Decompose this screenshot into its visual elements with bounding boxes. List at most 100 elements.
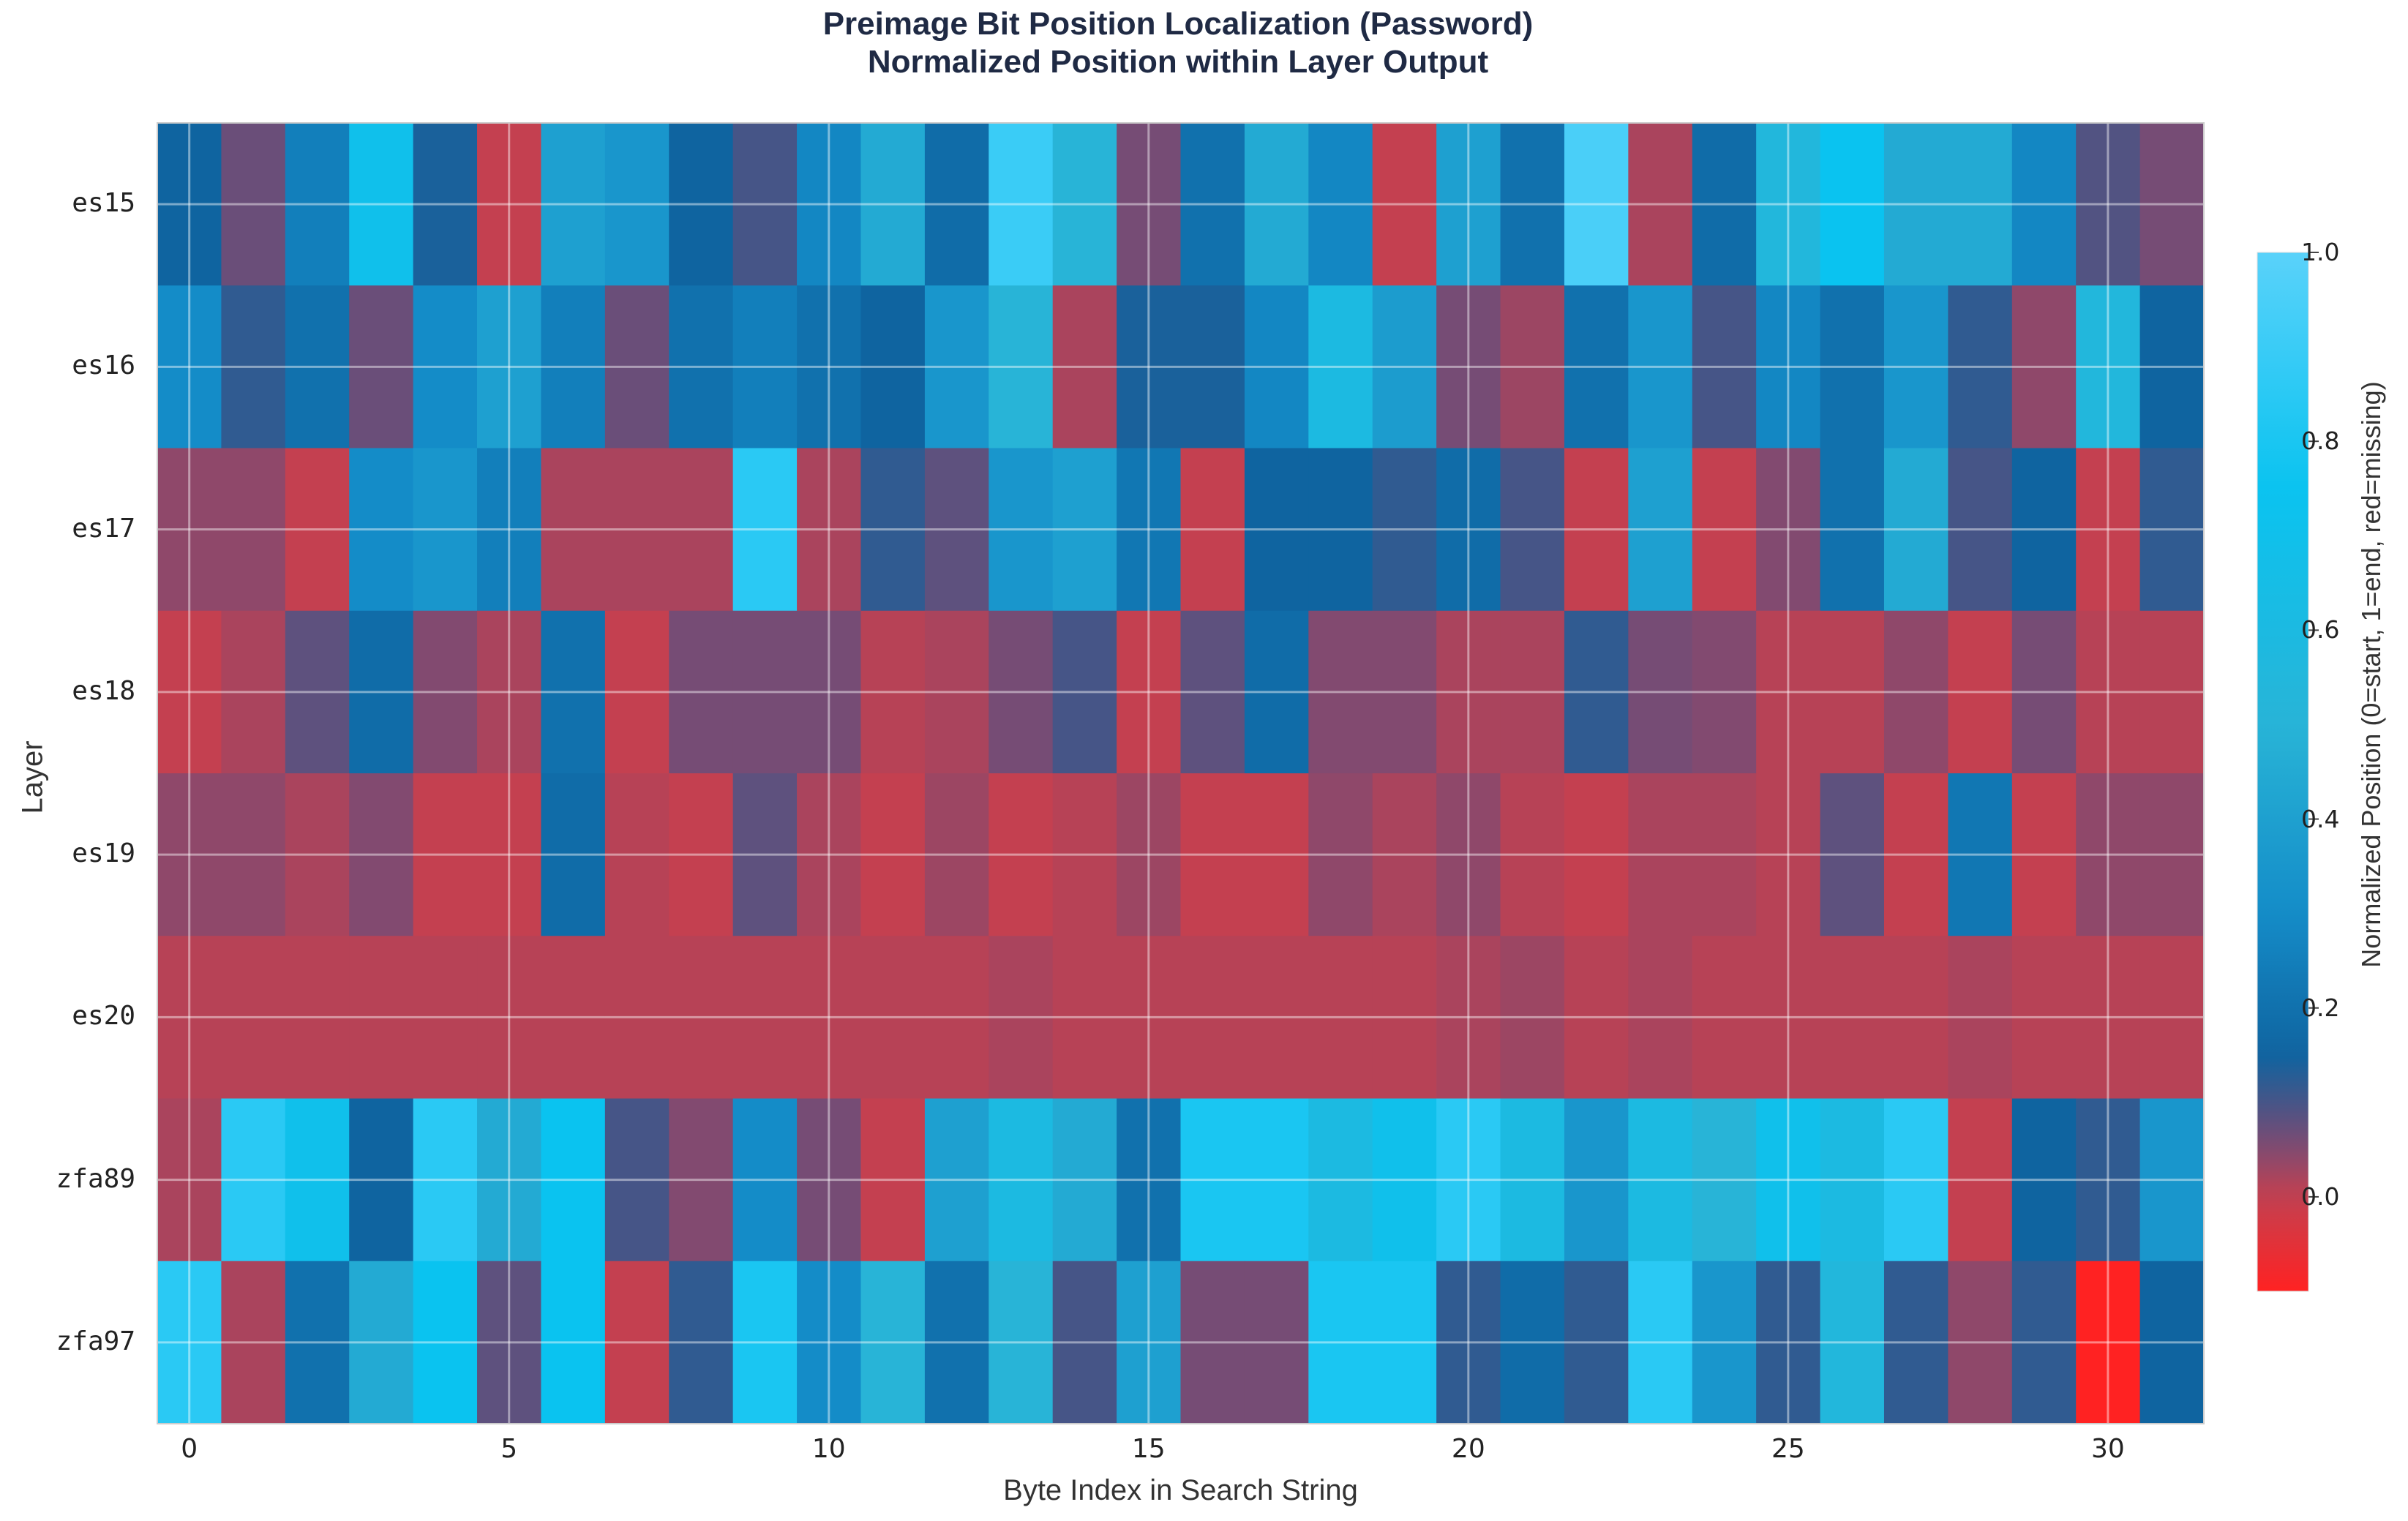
heatmap-cell <box>349 123 414 286</box>
heatmap-cell <box>413 285 478 449</box>
heatmap-cell <box>732 123 798 286</box>
heatmap-cell <box>604 123 669 286</box>
heatmap-cell <box>1692 448 1757 612</box>
heatmap-cell <box>732 1261 798 1424</box>
heatmap-cell <box>2076 285 2141 449</box>
heatmap-cell <box>1180 448 1245 612</box>
heatmap-cell <box>1244 285 1309 449</box>
heatmap-cell <box>732 1098 798 1262</box>
x-tick-label: 10 <box>811 1434 846 1464</box>
heatmap-cell <box>1308 936 1373 1100</box>
heatmap-cell <box>1052 285 1117 449</box>
heatmap-cell <box>989 1261 1054 1424</box>
heatmap-cell <box>349 610 414 774</box>
heatmap-cell <box>285 610 350 774</box>
heatmap-cell <box>1052 448 1117 612</box>
heatmap-cell <box>2011 123 2077 286</box>
heatmap-cell <box>1117 610 1182 774</box>
heatmap-cell <box>477 773 542 936</box>
heatmap-cell <box>1244 1098 1309 1262</box>
heatmap-cell <box>604 448 669 612</box>
heatmap-cell <box>1244 123 1309 286</box>
heatmap-cell <box>1244 448 1309 612</box>
heatmap-cell <box>349 936 414 1100</box>
heatmap-cell <box>924 285 989 449</box>
heatmap-cell <box>1117 936 1182 1100</box>
heatmap-cell <box>1820 285 1885 449</box>
x-tick-label: 0 <box>181 1434 198 1464</box>
heatmap-cell <box>1628 936 1693 1100</box>
heatmap-cell <box>157 123 222 286</box>
heatmap-cell <box>1948 285 2013 449</box>
heatmap-cell <box>1948 123 2013 286</box>
heatmap-cell <box>2139 1098 2205 1262</box>
y-tick-label: es17 <box>72 513 135 544</box>
heatmap-cell <box>1436 936 1501 1100</box>
y-tick-label: es20 <box>72 1001 135 1032</box>
heatmap-cell <box>285 1261 350 1424</box>
heatmap-cell <box>1628 773 1693 936</box>
heatmap-cell <box>1244 1261 1309 1424</box>
heatmap-cell <box>541 936 606 1100</box>
chart-title: Preimage Bit Position Localization (Pass… <box>822 6 1534 42</box>
heatmap-cell <box>1308 610 1373 774</box>
heatmap-cell <box>1180 1261 1245 1424</box>
heatmap-cell <box>1308 285 1373 449</box>
heatmap-cell <box>1244 610 1309 774</box>
heatmap-cell <box>1436 123 1501 286</box>
heatmap-cell <box>1117 285 1182 449</box>
heatmap-cell <box>1052 773 1117 936</box>
heatmap-cell <box>477 936 542 1100</box>
heatmap-cell <box>1756 285 1821 449</box>
heatmap-cell <box>2139 610 2205 774</box>
heatmap-cell <box>732 773 798 936</box>
heatmap-cell <box>2139 448 2205 612</box>
heatmap-cell <box>1117 1261 1182 1424</box>
heatmap-cell <box>1372 610 1437 774</box>
heatmap-cell <box>860 285 926 449</box>
heatmap-cell <box>2011 1098 2077 1262</box>
chart-subtitle: Normalized Position within Layer Output <box>867 44 1489 80</box>
heatmap-cell <box>1628 123 1693 286</box>
heatmap-cell <box>477 123 542 286</box>
heatmap-cell <box>1883 448 1948 612</box>
heatmap-cell <box>1820 1261 1885 1424</box>
heatmap-cell <box>413 936 478 1100</box>
heatmap-cell <box>1628 448 1693 612</box>
heatmap-cell <box>349 448 414 612</box>
heatmap-cell <box>2011 1261 2077 1424</box>
y-tick-label: es19 <box>72 838 135 869</box>
heatmap-cell <box>989 285 1054 449</box>
heatmap-cell <box>157 936 222 1100</box>
heatmap-cell <box>1948 448 2013 612</box>
heatmap-cell <box>1308 123 1373 286</box>
heatmap-cell <box>285 1098 350 1262</box>
heatmap-cell <box>604 610 669 774</box>
heatmap-cell <box>797 1261 862 1424</box>
heatmap-cell <box>285 936 350 1100</box>
heatmap-cell <box>1883 610 1948 774</box>
heatmap-cell <box>2011 448 2077 612</box>
heatmap-cell <box>797 773 862 936</box>
colorbar-label: Normalized Position (0=start, 1=end, red… <box>2356 381 2386 968</box>
heatmap-cell <box>1372 1098 1437 1262</box>
heatmap-cell <box>732 936 798 1100</box>
heatmap-cell <box>669 285 734 449</box>
heatmap-cell <box>604 1261 669 1424</box>
heatmap-cell <box>797 1098 862 1262</box>
colorbar-tick-label: 0.8 <box>2301 427 2340 456</box>
heatmap-cell <box>477 448 542 612</box>
heatmap-cell <box>860 123 926 286</box>
heatmap-cell <box>1628 1261 1693 1424</box>
heatmap-cell <box>1692 285 1757 449</box>
heatmap-cell <box>349 285 414 449</box>
heatmap-cell <box>221 610 286 774</box>
heatmap-cell <box>1372 448 1437 612</box>
heatmap-cell <box>1820 123 1885 286</box>
heatmap-cell <box>1948 610 2013 774</box>
heatmap-cell <box>1948 936 2013 1100</box>
heatmap-cell <box>669 123 734 286</box>
heatmap-cell <box>1244 936 1309 1100</box>
heatmap-cell <box>2011 773 2077 936</box>
heatmap-cell <box>2076 1261 2141 1424</box>
